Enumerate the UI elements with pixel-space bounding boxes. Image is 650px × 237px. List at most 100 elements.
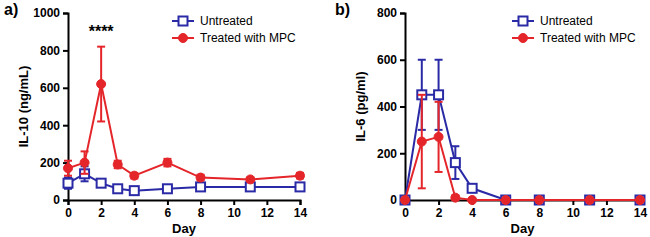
data-point xyxy=(113,184,122,193)
x-axis-title: Day xyxy=(511,221,536,236)
x-tick: 12 xyxy=(261,200,275,220)
y-tick: 600 xyxy=(40,81,68,95)
x-tick: 12 xyxy=(600,200,614,220)
data-point xyxy=(296,182,305,191)
legend-marker xyxy=(179,17,188,26)
data-point xyxy=(130,186,139,195)
error-bar xyxy=(418,95,426,189)
y-tick-label: 400 xyxy=(377,100,397,114)
legend-item: Treated with MPC xyxy=(172,31,296,45)
data-point xyxy=(535,196,544,205)
x-tick: 2 xyxy=(436,200,443,220)
y-tick-mark xyxy=(400,59,405,61)
y-tick-label: 200 xyxy=(40,156,60,170)
error-bar-cap xyxy=(97,46,105,48)
data-point xyxy=(196,173,205,182)
x-tick-mark xyxy=(300,200,302,205)
x-tick-label: 4 xyxy=(469,206,476,220)
data-point xyxy=(434,132,443,141)
y-tick-mark xyxy=(63,50,68,52)
data-point xyxy=(535,196,544,205)
x-axis-title: Day xyxy=(172,221,197,236)
data-point xyxy=(468,196,477,205)
error-bar xyxy=(97,47,105,122)
series xyxy=(64,47,305,184)
plot-area xyxy=(64,47,305,195)
data-point xyxy=(64,179,73,188)
data-point xyxy=(501,196,510,205)
error-bar-cap xyxy=(81,180,89,182)
series-line xyxy=(68,174,300,191)
x-tick-mark xyxy=(438,200,440,205)
error-bar xyxy=(114,161,122,168)
x-tick-mark xyxy=(266,200,268,205)
x-tick-label: 8 xyxy=(536,206,543,220)
data-point xyxy=(401,196,410,205)
error-bar-cap xyxy=(418,59,426,61)
y-axis-title: IL-6 (pg/ml) xyxy=(353,71,368,141)
y-tick-label: 400 xyxy=(40,119,60,133)
x-tick-mark xyxy=(167,200,169,205)
legend-label: Treated with MPC xyxy=(540,31,636,45)
error-bar-cap xyxy=(418,187,426,189)
y-axis-line xyxy=(400,14,406,201)
x-tick-label: 2 xyxy=(98,206,105,220)
x-tick-label: 0 xyxy=(402,206,409,220)
y-tick-mark xyxy=(400,106,405,108)
series-line xyxy=(405,137,640,200)
error-bar-cap xyxy=(451,145,459,147)
y-tick: 200 xyxy=(377,147,405,161)
data-point xyxy=(585,196,594,205)
y-tick-mark xyxy=(63,125,68,127)
y-tick: 400 xyxy=(40,119,68,133)
legend-item: Untreated xyxy=(172,14,253,28)
series xyxy=(401,60,645,205)
data-point xyxy=(401,196,410,205)
data-point xyxy=(434,90,443,99)
y-tick: 1000 xyxy=(33,6,68,20)
data-point xyxy=(80,158,89,167)
error-bar xyxy=(435,102,443,172)
panel-label: b) xyxy=(335,1,350,18)
x-tick-label: 6 xyxy=(165,206,172,220)
data-point xyxy=(130,171,139,180)
y-tick-label: 0 xyxy=(390,193,397,207)
panel: 024681012140200400600800DayIL-6 (pg/ml)b… xyxy=(335,1,647,236)
panel: 0246810121402004006008001000DayIL-10 (ng… xyxy=(4,1,307,236)
figure: 0 2 4 6 8 10 12 14 0 200 400 600 800 1000 Day IL-10 (ng… xyxy=(0,0,650,237)
error-bar-cap xyxy=(97,120,105,122)
error-bar-cap xyxy=(81,173,89,175)
y-tick: 600 xyxy=(377,53,405,67)
error-bar-cap xyxy=(435,101,443,103)
error-bar-cap xyxy=(64,175,72,177)
x-tick: 6 xyxy=(165,200,172,220)
error-bar xyxy=(97,179,105,186)
x-tick-label: 14 xyxy=(634,206,648,220)
data-point xyxy=(417,137,426,146)
x-tick-label: 12 xyxy=(261,206,275,220)
data-point xyxy=(296,171,305,180)
panel-label: a) xyxy=(4,1,18,18)
error-bar xyxy=(64,161,72,176)
y-axis-title: IL-10 (ng/mL) xyxy=(16,66,31,148)
x-tick-mark xyxy=(134,200,136,205)
series-line xyxy=(405,95,640,200)
x-tick: 10 xyxy=(567,200,581,220)
error-bar xyxy=(163,159,171,166)
x-tick-label: 12 xyxy=(600,206,614,220)
y-tick: 800 xyxy=(377,6,405,20)
y-tick-label: 0 xyxy=(53,193,60,207)
data-point xyxy=(246,175,255,184)
data-point xyxy=(196,182,205,191)
x-axis-line xyxy=(69,201,301,206)
data-point xyxy=(113,160,122,169)
y-tick-mark xyxy=(400,13,405,15)
x-tick-label: 10 xyxy=(567,206,581,220)
x-tick: 2 xyxy=(98,200,105,220)
data-point xyxy=(636,196,645,205)
x-tick-mark xyxy=(233,200,235,205)
y-axis: 0 200 400 600 800 xyxy=(377,6,406,207)
legend-marker xyxy=(519,34,528,43)
y-tick-mark xyxy=(400,153,405,155)
y-tick-label: 800 xyxy=(377,6,397,20)
